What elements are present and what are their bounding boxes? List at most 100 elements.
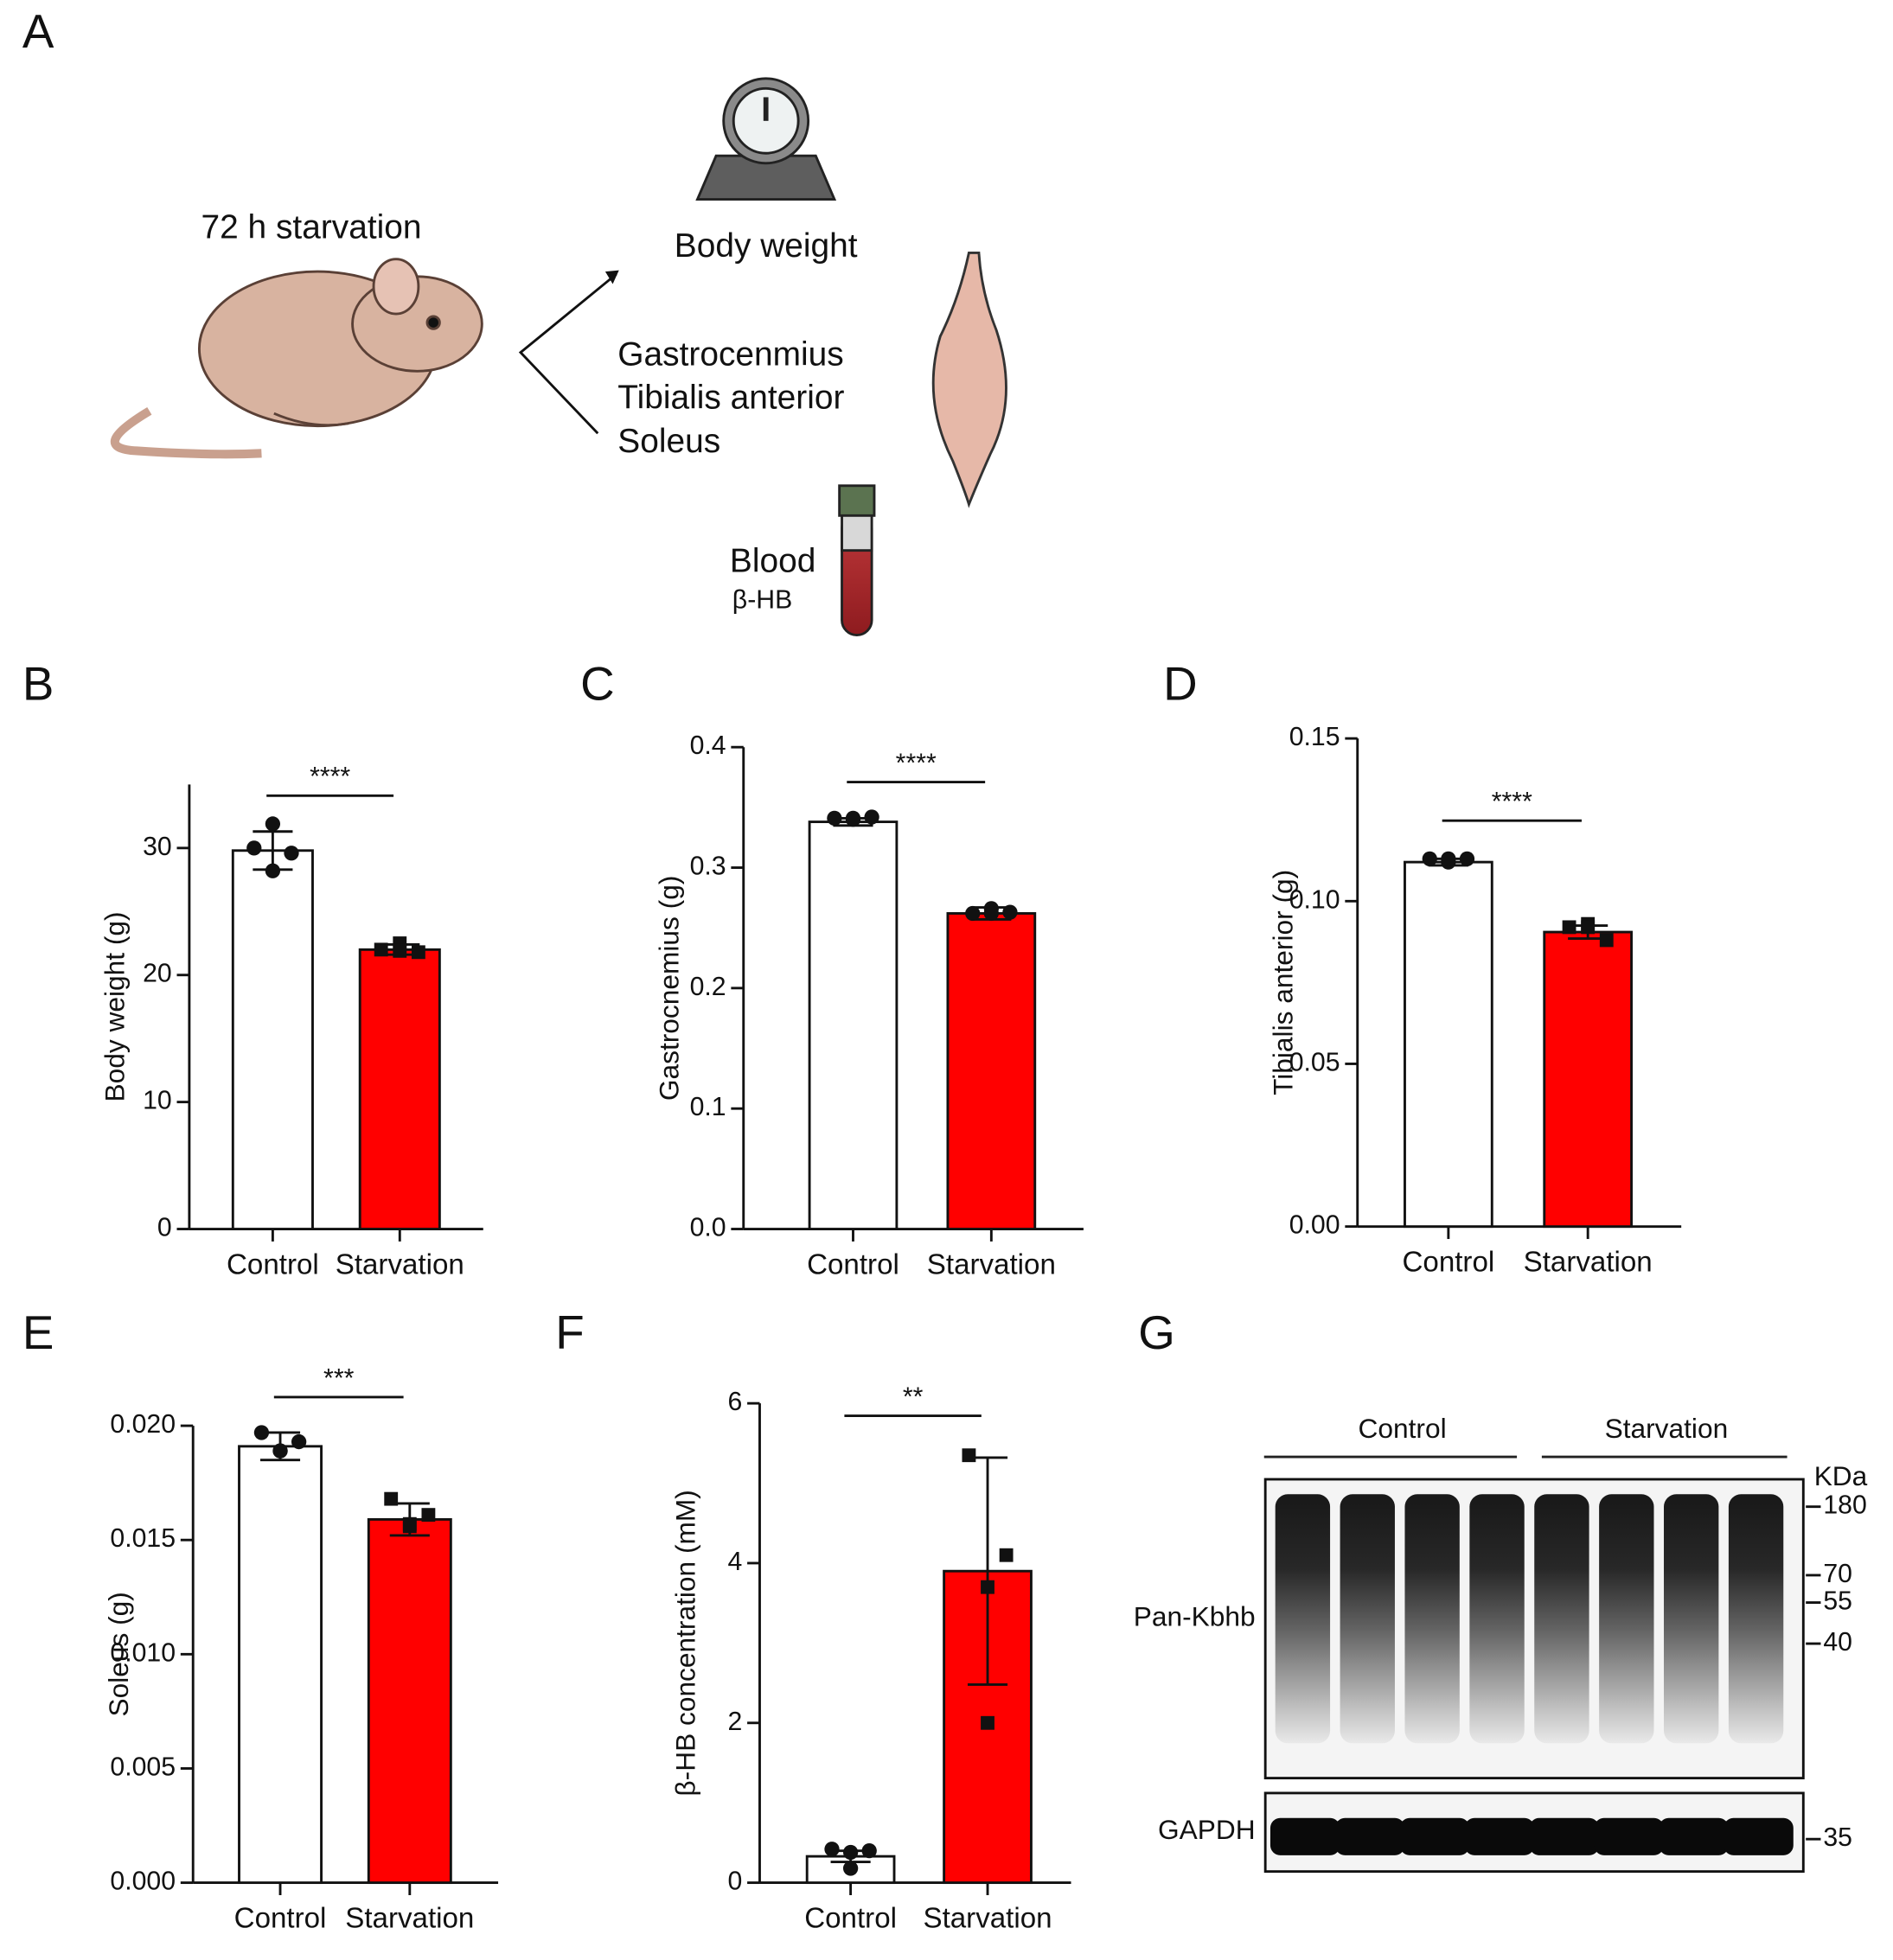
y-tick-label: 0.05 <box>1289 1048 1340 1076</box>
y-tick-label: 0.020 <box>110 1410 176 1439</box>
data-point <box>1599 933 1614 948</box>
blot-lane <box>1469 1494 1525 1744</box>
y-tick-label: 0.000 <box>110 1867 176 1896</box>
measure-label: Body weight <box>675 227 858 265</box>
data-point <box>1562 920 1576 935</box>
blot-band <box>1659 1817 1729 1855</box>
panel-letter: C <box>580 657 615 711</box>
blot-band <box>1334 1817 1405 1855</box>
muscle-label: Tibialis anterior <box>617 380 844 417</box>
x-tick-label: Control <box>807 1248 899 1280</box>
row-label: GAPDH <box>1158 1814 1256 1845</box>
bar <box>358 948 441 1230</box>
data-point <box>981 1580 994 1594</box>
data-point <box>272 1443 288 1459</box>
arrow <box>518 272 617 435</box>
y-tick-label: 0.10 <box>1289 885 1340 914</box>
x-tick-label: Starvation <box>1524 1247 1653 1279</box>
data-point <box>861 1842 877 1859</box>
data-point <box>845 810 861 827</box>
significance-label: **** <box>1492 788 1532 816</box>
y-tick-label: 0 <box>157 1214 172 1242</box>
blot-band <box>1594 1817 1665 1855</box>
x-tick-label: Starvation <box>923 1903 1052 1935</box>
panel-a: 72 h starvation Body weight Gastrocenmiu… <box>110 77 1007 637</box>
data-point <box>962 1448 976 1463</box>
y-tick-label: 2 <box>727 1708 742 1736</box>
y-tick-label: 20 <box>143 960 172 988</box>
blot-band <box>1724 1817 1794 1855</box>
y-tick-label: 0.010 <box>110 1638 176 1667</box>
y-axis-label: Body weight (g) <box>99 911 131 1101</box>
data-point <box>402 1519 417 1534</box>
mouse-icon <box>110 258 483 459</box>
data-point <box>291 1433 307 1450</box>
unit-label: KDa <box>1814 1460 1868 1491</box>
significance-label: **** <box>896 749 937 777</box>
muscle-label: Soleus <box>617 423 720 460</box>
blood-marker-label: β-HB <box>732 586 792 615</box>
muscle-icon <box>931 252 1007 508</box>
y-tick-label: 0 <box>727 1867 742 1896</box>
y-axis-label: Tibialis anterior (g) <box>1268 870 1299 1095</box>
data-point <box>842 1861 859 1876</box>
blot-band <box>1269 1817 1340 1855</box>
data-point <box>265 816 281 832</box>
y-tick-label: 0.015 <box>110 1524 176 1553</box>
bar <box>946 912 1037 1230</box>
data-point <box>1422 851 1437 867</box>
data-point <box>411 945 425 960</box>
muscle-label: Gastrocenmius <box>617 335 843 373</box>
blot-band <box>1464 1817 1535 1855</box>
marker-label: 35 <box>1823 1823 1852 1852</box>
y-tick-label: 0.4 <box>690 731 726 760</box>
significance-label: *** <box>323 1364 355 1393</box>
data-point <box>965 905 981 922</box>
y-tick-label: 0.00 <box>1289 1211 1340 1240</box>
blot-band <box>1529 1817 1600 1855</box>
marker-label: 55 <box>1823 1587 1852 1616</box>
panel-letter: D <box>1163 657 1198 711</box>
blot-lane <box>1340 1494 1395 1744</box>
blood-label: Blood <box>730 542 815 579</box>
bar <box>1543 930 1634 1229</box>
y-tick-label: 0.1 <box>690 1093 726 1121</box>
data-point <box>246 840 262 856</box>
significance-label: **** <box>310 763 350 791</box>
data-point <box>253 1425 270 1440</box>
data-point <box>384 1491 399 1506</box>
x-tick-label: Control <box>1403 1247 1495 1279</box>
data-point <box>983 905 999 922</box>
group-label: Control <box>1359 1413 1447 1444</box>
data-point <box>1459 851 1475 867</box>
panel-letter: F <box>555 1306 584 1359</box>
bar <box>1404 860 1493 1229</box>
y-tick-label: 4 <box>727 1548 742 1576</box>
data-point <box>842 1844 859 1861</box>
marker-label: 70 <box>1823 1560 1852 1588</box>
blot-lane <box>1275 1494 1331 1744</box>
data-point <box>981 1715 994 1730</box>
panel-letter: E <box>22 1306 54 1359</box>
x-tick-label: Control <box>234 1903 327 1935</box>
y-tick-label: 0.15 <box>1289 723 1340 751</box>
x-tick-label: Starvation <box>345 1903 474 1935</box>
marker-label: 40 <box>1823 1628 1852 1657</box>
scale-icon <box>695 77 837 201</box>
condition-label: 72 h starvation <box>201 208 422 246</box>
significance-label: ** <box>903 1382 924 1411</box>
marker-label: 180 <box>1823 1491 1866 1520</box>
x-tick-label: Control <box>227 1248 319 1280</box>
bar <box>808 820 899 1230</box>
blot-lane <box>1599 1494 1654 1744</box>
data-point <box>265 863 281 878</box>
y-axis-label: Gastrocnemius (g) <box>654 876 685 1101</box>
x-tick-label: Starvation <box>927 1248 1056 1280</box>
group-label: Starvation <box>1605 1413 1729 1444</box>
bar <box>238 1445 323 1885</box>
panel-letter: B <box>22 657 54 711</box>
y-tick-label: 0.2 <box>690 973 726 1001</box>
y-tick-label: 0.3 <box>690 852 726 881</box>
y-tick-label: 0.005 <box>110 1753 176 1781</box>
data-point <box>824 1842 840 1857</box>
